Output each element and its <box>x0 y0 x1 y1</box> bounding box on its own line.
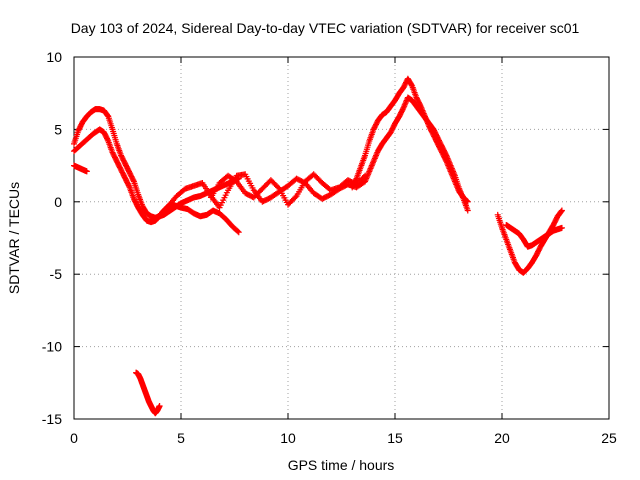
data-point <box>126 183 133 190</box>
data-point <box>408 81 415 88</box>
y-tick-label: -5 <box>50 266 63 282</box>
series-short-start <box>71 162 90 175</box>
series-lower-arc <box>71 126 242 236</box>
axis-ticks: 0 5 10 15 20 25 -15 -10 -5 0 5 10 <box>42 49 617 446</box>
x-tick-label: 10 <box>280 430 296 446</box>
y-axis-label: SDTVAR / TECUs <box>6 182 22 294</box>
series-rising-a <box>362 94 471 214</box>
y-tick-label: -15 <box>42 411 62 427</box>
x-tick-label: 5 <box>177 430 185 446</box>
data-point <box>464 198 471 205</box>
series-bottom-segment <box>133 369 163 417</box>
y-tick-label: -10 <box>42 339 62 355</box>
series-late-arc-upper <box>503 221 565 250</box>
data-point <box>417 101 424 108</box>
data-point <box>464 198 471 205</box>
data-point <box>104 112 111 119</box>
data-point <box>275 184 282 191</box>
y-tick-label: 10 <box>46 49 62 65</box>
series-rising-b <box>349 75 471 205</box>
plot-frame <box>73 56 610 420</box>
x-tick-label: 25 <box>601 430 617 446</box>
x-tick-label: 0 <box>70 430 78 446</box>
y-tick-label: 0 <box>54 194 62 210</box>
data-point <box>234 228 241 235</box>
x-tick-label: 15 <box>387 430 403 446</box>
data-point <box>292 194 299 201</box>
data-point <box>464 207 471 214</box>
data-point <box>463 197 470 204</box>
data-series <box>71 75 565 417</box>
data-point <box>83 168 90 175</box>
x-tick-label: 20 <box>494 430 510 446</box>
data-point <box>156 402 163 409</box>
series-late-arc <box>494 207 565 276</box>
data-point <box>558 207 565 214</box>
data-point <box>558 208 565 215</box>
x-axis-label: GPS time / hours <box>288 457 395 473</box>
data-point <box>399 105 406 112</box>
y-tick-label: 5 <box>54 121 62 137</box>
grid <box>74 57 609 419</box>
data-point <box>130 177 137 184</box>
data-point <box>442 157 449 164</box>
data-point <box>558 224 565 231</box>
chart-title: Day 103 of 2024, Sidereal Day-to-day VTE… <box>71 20 580 36</box>
data-point <box>352 176 359 183</box>
data-point <box>235 229 242 236</box>
data-point <box>104 136 111 143</box>
